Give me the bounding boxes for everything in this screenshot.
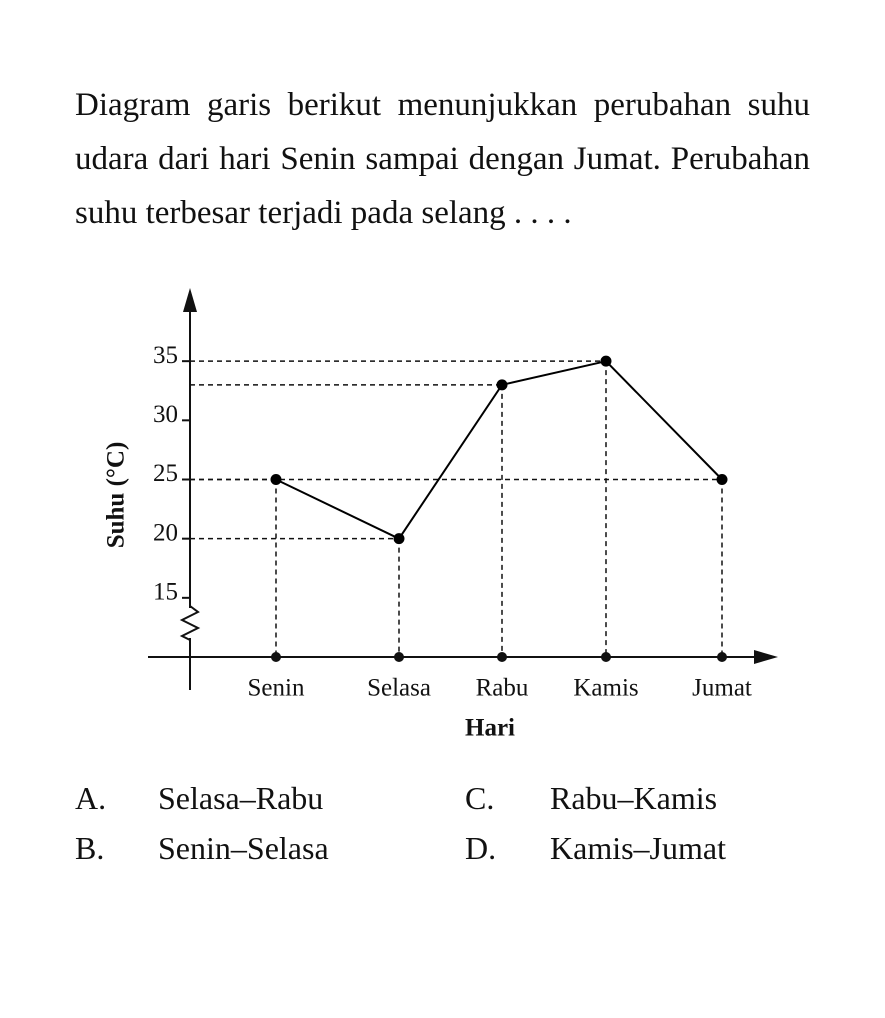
y-tick-label: 25 [153,460,178,487]
point [600,355,612,367]
point [270,474,282,485]
option-text: Kamis–Jumat [550,830,726,866]
axis-dot [717,652,727,662]
y-axis-label: Suhu (°C) [103,442,130,549]
y-tick-label: 35 [153,342,178,369]
axis-dot [601,652,611,662]
axis-dot [271,652,281,662]
option-letter: D. [465,830,497,866]
point [716,474,728,485]
y-tick-label: 20 [153,519,178,546]
option-text: Rabu–Kamis [550,780,718,816]
x-tick-label: Kamis [573,675,638,702]
option-text: Selasa–Rabu [158,780,324,816]
x-tick-label: Selasa [367,675,431,702]
x-arrow [754,650,778,664]
x-tick-label: Rabu [476,675,529,702]
option-letter: B. [75,830,105,866]
y-arrow [183,288,197,312]
axis-dot [497,652,507,662]
option-letter: A. [75,780,107,816]
point [393,533,405,545]
y-tick-label: 15 [153,579,178,606]
point [496,379,508,391]
axis-break [179,605,201,641]
x-tick-label: Senin [248,675,305,702]
option-letter: C. [465,780,495,816]
question: Diagram garis berikut menunjukkan peruba… [75,87,810,231]
x-axis-label: Hari [465,715,515,742]
y-tick-label: 30 [153,401,178,428]
option-text: Senin–Selasa [158,830,329,866]
axis-dot [394,652,404,662]
x-tick-label: Jumat [692,675,752,702]
